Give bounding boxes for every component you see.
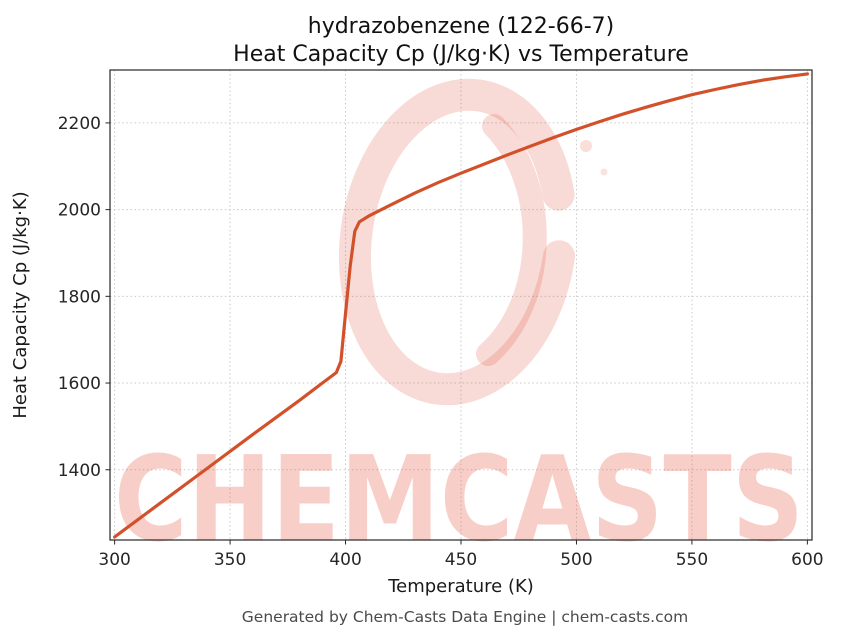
x-tick-label: 500 [560,550,592,570]
x-tick-label: 600 [791,550,823,570]
watermark: CHEMCASTS [114,78,804,568]
footer-credit: Generated by Chem-Casts Data Engine | ch… [241,608,689,626]
watermark-splatter-dot [580,140,592,152]
watermark-splatter-dot [600,168,608,176]
y-tick-label: 1400 [58,461,101,481]
chart-title-line1: hydrazobenzene (122-66-7) [308,14,615,39]
x-tick-label: 350 [214,550,246,570]
x-tick-label: 550 [676,550,708,570]
watermark-logo-icon [338,78,608,406]
y-tick-label: 1800 [58,287,101,307]
y-tick-label: 2200 [58,114,101,134]
y-tick-label: 2000 [58,201,101,221]
x-tick-label: 300 [98,550,130,570]
watermark-text: CHEMCASTS [114,430,804,568]
y-tick-label: 1600 [58,374,101,394]
chart-title-line2: Heat Capacity Cp (J/kg·K) vs Temperature [233,42,689,67]
chart-canvas: CHEMCASTS 300 350 400 450 500 550 600 1400 1600 1… [10,14,824,597]
cp-vs-temperature-line [113,72,809,539]
x-axis-label: Temperature (K) [387,576,534,597]
axes: 300 350 400 450 500 550 600 1400 1600 1800 2000 220… [58,114,824,570]
plot-border [109,69,813,541]
x-tick-label: 450 [445,550,477,570]
y-axis-label: Heat Capacity Cp (J/kg·K) [10,191,31,418]
x-tick-label: 400 [329,550,361,570]
